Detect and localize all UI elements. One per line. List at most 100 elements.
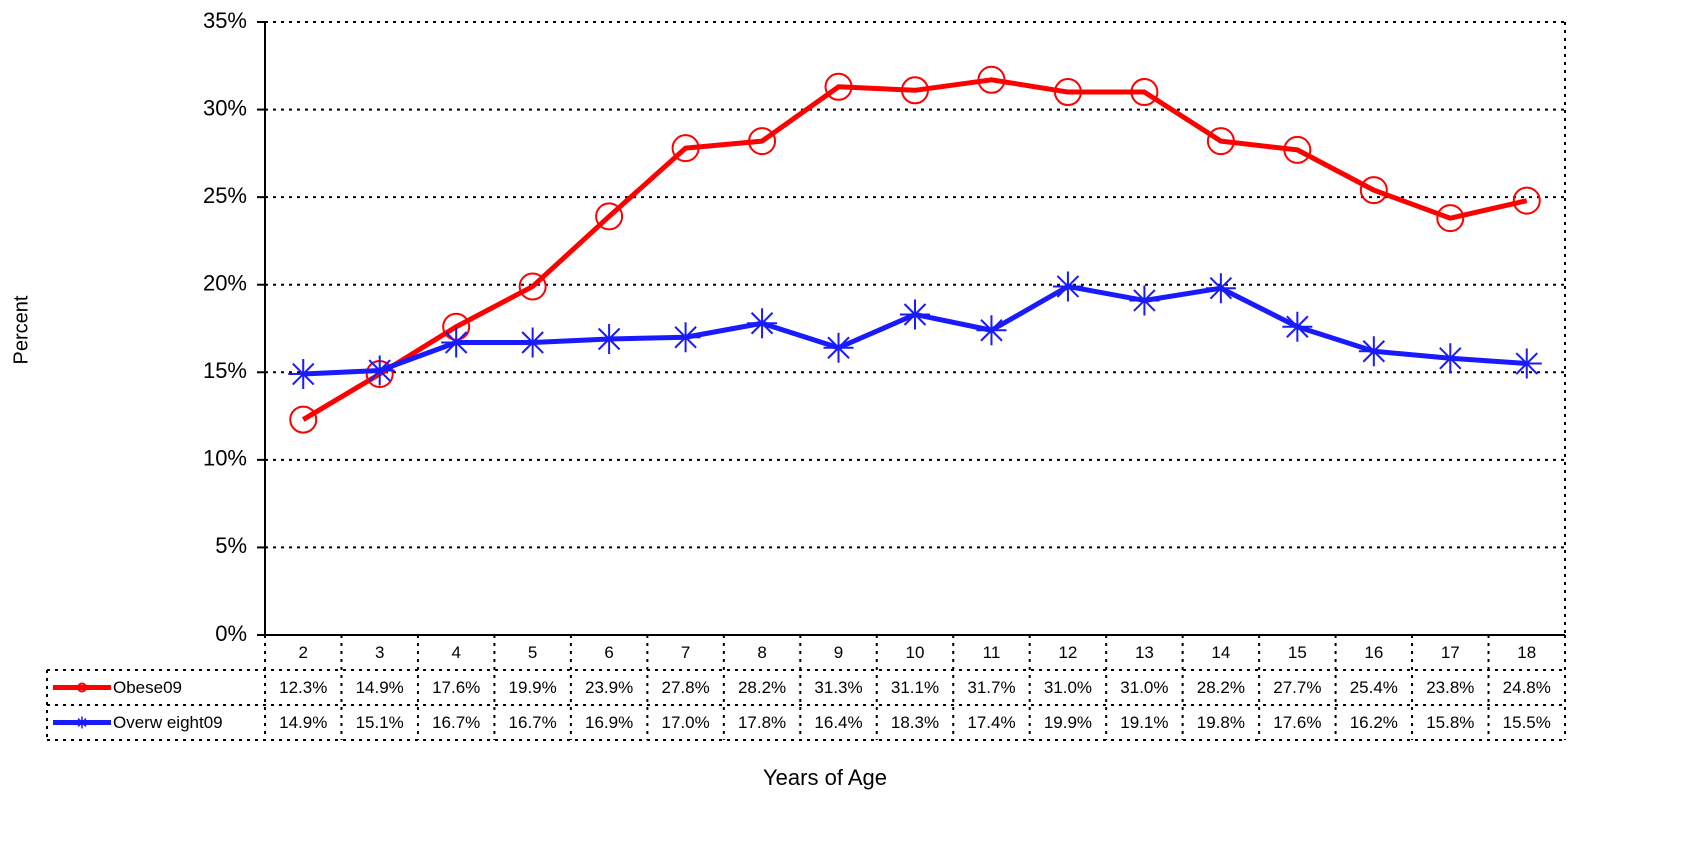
point (671, 134, 700, 163)
point (748, 127, 777, 156)
point (670, 322, 701, 353)
point (595, 202, 624, 231)
point (1359, 176, 1388, 205)
legend-marker (77, 682, 87, 693)
point (364, 355, 395, 386)
y-tick-label: 5% (215, 533, 247, 558)
table-value: 25.4% (1350, 678, 1398, 697)
point (1435, 343, 1466, 374)
table-value: 18.3% (891, 713, 939, 732)
x-tick-label: 16 (1364, 643, 1383, 662)
point (289, 405, 318, 434)
point (288, 359, 319, 390)
table-value: 17.8% (738, 713, 786, 732)
series-line (301, 77, 1528, 422)
point (518, 272, 547, 301)
point (747, 308, 778, 339)
x-tick-label: 2 (299, 643, 308, 662)
x-tick-label: 14 (1211, 643, 1230, 662)
table-value: 23.9% (585, 678, 633, 697)
point (1511, 348, 1542, 379)
point (1206, 127, 1235, 156)
y-tick-label: 35% (203, 8, 247, 33)
point (901, 76, 929, 105)
table-value: 17.0% (661, 713, 709, 732)
table-value: 31.0% (1120, 678, 1168, 697)
x-tick-label: 5 (528, 643, 537, 662)
x-tick-label: 17 (1441, 643, 1460, 662)
table-value: 19.8% (1197, 713, 1245, 732)
table-value: 16.9% (585, 713, 633, 732)
legend-label: Overw eight09 (113, 713, 223, 732)
table-value: 23.8% (1426, 678, 1474, 697)
table-value: 19.1% (1120, 713, 1168, 732)
y-tick-label: 15% (203, 358, 247, 383)
point (1512, 186, 1541, 215)
y-axis-title: Percent (10, 295, 32, 364)
x-tick-label: 12 (1058, 643, 1077, 662)
table-value: 28.2% (1197, 678, 1245, 697)
x-tick-label: 11 (983, 643, 1001, 662)
table-value: 17.4% (967, 713, 1015, 732)
x-tick-label: 6 (604, 643, 613, 662)
table-value: 12.3% (279, 678, 327, 697)
y-tick-label: 20% (203, 271, 247, 296)
table-value: 31.1% (891, 678, 939, 697)
x-tick-label: 7 (681, 643, 690, 662)
x-tick-label: 9 (834, 643, 843, 662)
table-value: 19.9% (1044, 713, 1092, 732)
table-value: 31.3% (814, 678, 862, 697)
table-value: 19.9% (509, 678, 557, 697)
point (1436, 204, 1465, 233)
legend-symbol (77, 682, 87, 693)
x-tick-label: 3 (375, 643, 384, 662)
y-tick-label: 25% (203, 183, 247, 208)
table-value: 15.1% (356, 713, 404, 732)
point (1053, 78, 1082, 107)
table-value: 31.0% (1044, 678, 1092, 697)
y-tick-label: 0% (215, 621, 247, 646)
table-value: 14.9% (356, 678, 404, 697)
x-tick-label: 4 (451, 643, 460, 662)
x-tick-label: 18 (1517, 643, 1536, 662)
point (1130, 78, 1159, 107)
point (976, 315, 1007, 346)
x-tick-label: 10 (906, 643, 925, 662)
point (900, 299, 930, 330)
point (1358, 336, 1389, 367)
table-value: 27.7% (1273, 678, 1321, 697)
table-value: 15.8% (1426, 713, 1474, 732)
point (824, 72, 853, 101)
table-value: 16.4% (814, 713, 862, 732)
table-value: 17.6% (432, 678, 480, 697)
x-tick-label: 8 (757, 643, 766, 662)
point (1282, 311, 1313, 342)
table-value: 24.8% (1503, 678, 1551, 697)
x-tick-label: 15 (1288, 643, 1307, 662)
legend-marker (76, 716, 88, 729)
point (517, 327, 548, 358)
point (441, 327, 472, 358)
y-tick-label: 10% (203, 446, 247, 471)
x-tick-label: 13 (1135, 643, 1154, 662)
table-value: 16.2% (1350, 713, 1398, 732)
table-value: 14.9% (279, 713, 327, 732)
point (1205, 273, 1236, 304)
y-tick-label: 30% (203, 95, 247, 120)
legend-symbol (76, 716, 88, 729)
point (1129, 285, 1160, 316)
table-value: 17.6% (1273, 713, 1321, 732)
table-value: 27.8% (661, 678, 709, 697)
point (977, 65, 1006, 94)
legend-label: Obese09 (113, 678, 182, 697)
point (1283, 135, 1312, 164)
point (823, 332, 854, 363)
table-value: 31.7% (967, 678, 1015, 697)
table-value: 16.7% (432, 713, 480, 732)
point (1052, 271, 1083, 302)
table-value: 28.2% (738, 678, 786, 697)
x-axis-title: Years of Age (763, 765, 887, 790)
table-value: 16.7% (509, 713, 557, 732)
table-value: 15.5% (1503, 713, 1551, 732)
